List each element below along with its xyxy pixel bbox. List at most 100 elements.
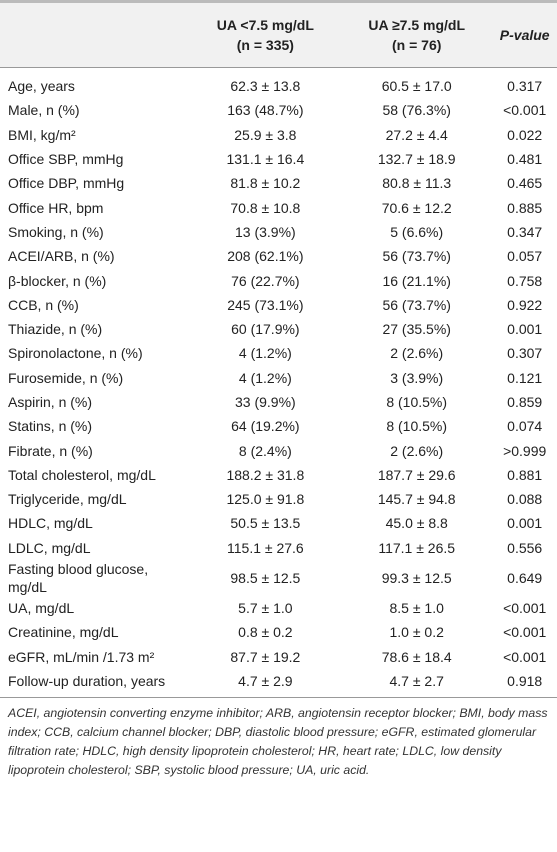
header-cell: UA ≥7.5 mg/dL (n = 76) xyxy=(341,0,493,68)
table-row: Thiazide, n (%) 60 (17.9%) 27 (35.5%) 0.001 xyxy=(0,317,557,341)
table-row: Office SBP, mmHg 131.1 ± 16.4 132.7 ± 18.9… xyxy=(0,147,557,171)
cell: 132.7 ± 18.9 xyxy=(377,151,456,168)
table-row: LDLC, mg/dL 115.1 ± 27.6 117.1 ± 26.5 0.556 xyxy=(0,536,557,560)
cell: <0.001 xyxy=(503,600,547,617)
table-body: Age, years 62.3 ± 13.8 60.5 ± 17.0 0.317 Mal… xyxy=(0,68,557,699)
row-label: HDLC, mg/dL xyxy=(8,515,93,532)
cell: 56 (73.7%) xyxy=(382,296,451,313)
row-label: eGFR, mL/min /1.73 m² xyxy=(8,648,155,665)
cell: 8 (2.4%) xyxy=(238,442,292,459)
cell: 0.556 xyxy=(507,539,543,556)
cell: 4 (1.2%) xyxy=(238,369,292,386)
header-line: (n = 76) xyxy=(392,37,442,53)
table-row: eGFR, mL/min /1.73 m² 87.7 ± 19.2 78.6 ± 1… xyxy=(0,645,557,669)
cell: 0.001 xyxy=(507,515,543,532)
row-label: LDLC, mg/dL xyxy=(8,539,91,556)
cell: 56 (73.7%) xyxy=(382,248,451,265)
table: UA <7.5 mg/dL (n = 335) UA ≥7.5 mg/dL (n =… xyxy=(0,0,557,699)
row-label: Creatinine, mg/dL xyxy=(8,624,119,641)
cell: 16 (21.1%) xyxy=(382,272,451,289)
cell: 117.1 ± 26.5 xyxy=(378,539,456,556)
cell: 187.7 ± 29.6 xyxy=(377,466,456,483)
cell: >0.999 xyxy=(503,442,547,459)
table-row: Age, years 62.3 ± 13.8 60.5 ± 17.0 0.317 xyxy=(0,68,557,99)
table-row: ACEI/ARB, n (%) 208 (62.1%) 56 (73.7%) 0.05… xyxy=(0,244,557,268)
header-line: P-value xyxy=(499,27,550,43)
table-header: UA <7.5 mg/dL (n = 335) UA ≥7.5 mg/dL (n =… xyxy=(0,0,557,68)
cell: 2 (2.6%) xyxy=(390,442,444,459)
cell: 0.347 xyxy=(507,223,543,240)
cell: 0.074 xyxy=(507,418,543,435)
cell: 13 (3.9%) xyxy=(235,223,296,240)
row-label: β-blocker, n (%) xyxy=(8,272,107,289)
cell: 87.7 ± 19.2 xyxy=(230,648,301,665)
table-row: UA, mg/dL 5.7 ± 1.0 8.5 ± 1.0 <0.001 xyxy=(0,596,557,620)
cell: 0.307 xyxy=(507,345,543,362)
cell: 0.088 xyxy=(507,491,543,508)
cell: 245 (73.1%) xyxy=(227,296,304,313)
table-row: Triglyceride, mg/dL 125.0 ± 91.8 145.7 ± 9… xyxy=(0,487,557,511)
cell: 125.0 ± 91.8 xyxy=(226,491,305,508)
header-line: UA <7.5 mg/dL xyxy=(216,17,314,33)
table-row: Furosemide, n (%) 4 (1.2%) 3 (3.9%) 0.121 xyxy=(0,366,557,390)
cell: 1.0 ± 0.2 xyxy=(389,624,444,641)
row-label: Thiazide, n (%) xyxy=(8,321,103,338)
row-label: ACEI/ARB, n (%) xyxy=(8,248,115,265)
row-label: Spironolactone, n (%) xyxy=(8,345,143,362)
table-row: Office DBP, mmHg 81.8 ± 10.2 80.8 ± 11.3 0.… xyxy=(0,171,557,195)
table-row: Follow-up duration, years 4.7 ± 2.9 4.7 ± … xyxy=(0,668,557,699)
cell: 80.8 ± 11.3 xyxy=(382,175,452,192)
footnote: ACEI, angiotensin converting enzyme inhi… xyxy=(8,706,548,778)
row-label: Age, years xyxy=(8,78,75,95)
row-label: Office SBP, mmHg xyxy=(8,151,124,168)
cell: 78.6 ± 18.4 xyxy=(381,648,452,665)
cell: 0.922 xyxy=(507,296,543,313)
cell: 99.3 ± 12.5 xyxy=(381,569,452,586)
table-row: Male, n (%) 163 (48.7%) 58 (76.3%) <0.001 xyxy=(0,98,557,122)
cell: 27 (35.5%) xyxy=(382,321,451,338)
cell: 163 (48.7%) xyxy=(227,102,304,119)
cell: 4 (1.2%) xyxy=(238,345,292,362)
cell: 0.465 xyxy=(507,175,543,192)
cell: 27.2 ± 4.4 xyxy=(385,126,448,143)
cell: 45.0 ± 8.8 xyxy=(385,515,448,532)
header-cell: P-value xyxy=(492,0,557,68)
cell: 208 (62.1%) xyxy=(227,248,304,265)
table-row: Fasting blood glucose, mg/dL 98.5 ± 12.5 9… xyxy=(0,560,557,596)
row-label: Office HR, bpm xyxy=(8,199,104,216)
cell: 0.317 xyxy=(507,78,543,95)
cell: 4.7 ± 2.9 xyxy=(189,668,342,699)
cell: 0.859 xyxy=(507,394,543,410)
header-row: UA <7.5 mg/dL (n = 335) UA ≥7.5 mg/dL (n =… xyxy=(0,0,557,68)
cell: 4.7 ± 2.7 xyxy=(341,668,493,699)
row-label: Furosemide, n (%) xyxy=(8,369,124,386)
row-label: Smoking, n (%) xyxy=(8,223,104,240)
cell: 0.001 xyxy=(507,321,543,338)
row-label: Statins, n (%) xyxy=(8,418,93,435)
header-line: UA ≥7.5 mg/dL xyxy=(368,17,466,33)
row-label: Fasting blood glucose, mg/dL xyxy=(8,560,149,595)
table-container: UA <7.5 mg/dL (n = 335) UA ≥7.5 mg/dL (n =… xyxy=(0,0,557,778)
row-label: Follow-up duration, years xyxy=(0,668,190,699)
table-row: Office HR, bpm 70.8 ± 10.8 70.6 ± 12.2 0.88… xyxy=(0,195,557,219)
row-label: BMI, kg/m² xyxy=(8,126,76,143)
table-row: Aspirin, n (%) 33 (9.9%) 8 (10.5%) 0.859 xyxy=(0,390,557,414)
cell: 5.7 ± 1.0 xyxy=(238,600,293,617)
cell: 60 (17.9%) xyxy=(231,321,300,338)
cell: 70.6 ± 12.2 xyxy=(381,199,452,216)
cell: 0.758 xyxy=(507,272,543,289)
cell: 0.481 xyxy=(507,151,543,168)
cell: 5 (6.6%) xyxy=(390,223,444,240)
table-row: Spironolactone, n (%) 4 (1.2%) 2 (2.6%) 0.3… xyxy=(0,341,557,365)
cell: 0.881 xyxy=(507,466,543,483)
table-row: Fibrate, n (%) 8 (2.4%) 2 (2.6%) >0.999 xyxy=(0,438,557,462)
table-row: Total cholesterol, mg/dL 188.2 ± 31.8 187.… xyxy=(0,463,557,487)
cell: 70.8 ± 10.8 xyxy=(230,199,301,216)
cell: 8 (10.5%) xyxy=(386,418,448,435)
cell: 62.3 ± 13.8 xyxy=(230,78,301,95)
row-label: Office DBP, mmHg xyxy=(8,175,125,192)
cell: 0.918 xyxy=(492,668,557,699)
cell: 81.8 ± 10.2 xyxy=(230,175,301,192)
cell: 0.885 xyxy=(507,199,543,216)
